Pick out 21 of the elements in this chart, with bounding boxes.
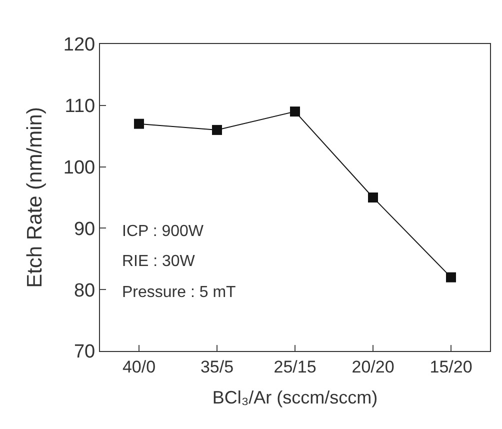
y-tick-label: 100 [63,157,96,178]
y-tick-label: 120 [63,34,96,56]
y-axis-title: Etch Rate (nm/min) [24,107,47,288]
y-tick-label: 90 [74,218,96,240]
annotation: Pressure : 5 mT [122,284,236,301]
point [368,192,378,202]
point [134,118,144,129]
x-tick-label: 35/5 [200,358,234,376]
y-tick-label: 70 [74,342,96,363]
point [290,106,300,117]
x-axis-title: BCl₃/Ar (sccm/sccm) [212,388,378,408]
point [446,272,456,282]
y-tick-label: 110 [64,96,96,118]
x-tick-label: 25/15 [274,358,316,376]
point [212,124,222,135]
x-tick-label: 15/20 [430,358,472,376]
y-tick-label: 80 [74,280,96,302]
x-tick-label: 20/20 [352,358,394,376]
annotation: RIE : 30W [122,253,196,270]
x-tick-label: 40/0 [122,358,156,376]
annotation: ICP : 900W [122,223,204,240]
